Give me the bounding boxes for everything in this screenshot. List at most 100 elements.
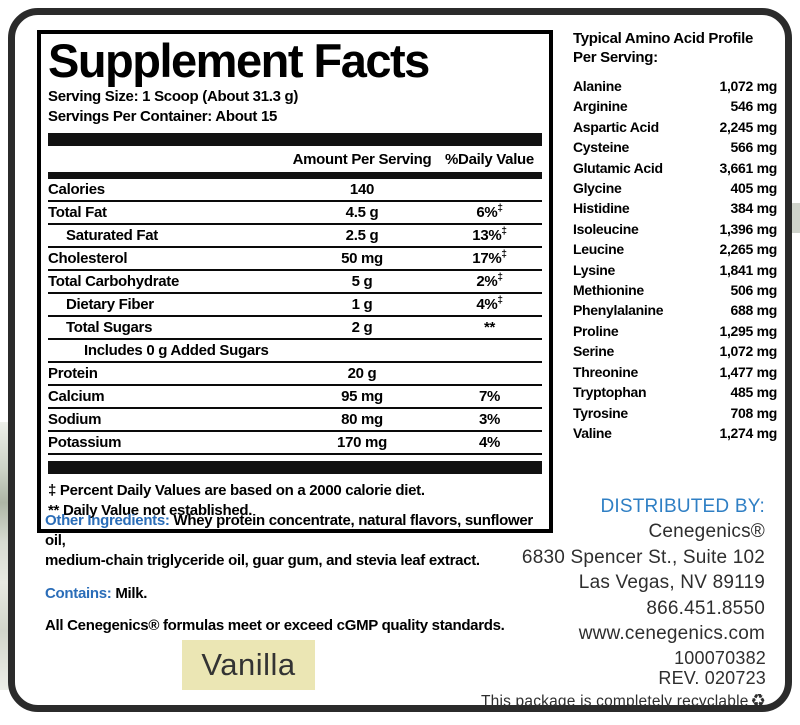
amino-value: 1,295 mg (719, 322, 777, 339)
amino-value: 506 mg (730, 282, 778, 299)
label-panel: Supplement Facts Serving Size: 1 Scoop (… (8, 8, 792, 712)
amino-acid-list: Alanine 1,072 mg Arginine 546 mg Asparti… (573, 76, 777, 443)
distributor-section: DISTRIBUTED BY: Cenegenics® 6830 Spencer… (522, 495, 765, 647)
divider-bar-header (48, 172, 542, 180)
daily-value-dagger: ‡ (501, 249, 507, 261)
distributor-phone: 866.451.8550 (646, 597, 765, 619)
table-row: Sodium 80 mg 3% (48, 409, 542, 433)
daily-value-text: 2% (476, 273, 498, 291)
amino-row: Glutamic Acid 3,661 mg (573, 158, 777, 178)
nutrient-amount: 50 mg (341, 250, 383, 268)
amino-name: Threonine (573, 363, 638, 380)
amino-name: Glutamic Acid (573, 159, 663, 176)
amino-row: Serine 1,072 mg (573, 341, 777, 361)
recyclable-statement: This package is completely recyclable ♻ (481, 691, 766, 712)
table-row: Saturated Fat 2.5 g 13%‡ (48, 225, 542, 249)
amino-value: 3,661 mg (719, 159, 777, 176)
daily-value-text: 13% (472, 227, 502, 245)
amino-acid-title: Typical Amino Acid Profile Per Serving: (573, 29, 777, 67)
nutrient-amount: 80 mg (341, 411, 383, 429)
amino-value: 1,841 mg (719, 261, 777, 278)
nutrient-amount: 4.5 g (345, 204, 379, 222)
daily-value-text: ** (483, 319, 496, 337)
amino-value: 546 mg (730, 98, 778, 115)
table-row: Cholesterol 50 mg 17%‡ (48, 248, 542, 272)
nutrient-name: Total Sugars (66, 319, 153, 337)
footer-codes: 100070382 REV. 020723 This package is co… (481, 648, 766, 712)
nutrient-daily-value: 2%‡ (437, 273, 542, 291)
amino-row: Histidine 384 mg (573, 198, 777, 218)
daily-value-dagger: ‡ (497, 203, 503, 215)
background-texture-right (791, 203, 800, 233)
table-header-row: Amount Per Serving %Daily Value (48, 146, 542, 172)
nutrient-name: Cholesterol (48, 250, 128, 268)
amino-row: Isoleucine 1,396 mg (573, 219, 777, 239)
serving-size: Serving Size: 1 Scoop (About 31.3 g) (48, 88, 299, 106)
amino-title-line1: Typical Amino Acid Profile (573, 30, 754, 47)
distributor-city: Las Vegas, NV 89119 (578, 572, 765, 593)
servings-per-container: Servings Per Container: About 15 (48, 108, 278, 126)
amino-name: Serine (573, 343, 614, 360)
daily-value-text: 6% (476, 204, 498, 222)
daily-value-text: 7% (478, 388, 501, 406)
contains-statement: Contains: Milk. (45, 584, 535, 604)
nutrient-amount: 2 g (351, 319, 373, 337)
column-header-daily-value: %Daily Value (445, 150, 534, 168)
contains-value: Milk. (111, 585, 148, 602)
nutrient-amount: 20 g (347, 365, 377, 383)
ingredients-section: Other Ingredients: Whey protein concentr… (45, 511, 535, 636)
footnote-not-established: ** Daily Value not established. (48, 502, 253, 520)
amino-row: Leucine 2,265 mg (573, 239, 777, 259)
amino-name: Tyrosine (573, 404, 628, 421)
part-number: 100070382 (674, 648, 766, 668)
flavor-swatch: Vanilla (182, 640, 315, 690)
amino-name: Phenylalanine (573, 302, 664, 319)
table-row: Includes 0 g Added Sugars (48, 340, 542, 364)
recyclable-text: This package is completely recyclable (480, 693, 749, 710)
nutrient-daily-value: 13%‡ (437, 227, 542, 245)
amino-name: Arginine (573, 98, 628, 115)
nutrition-table: Calories 140 Total Fat 4.5 g 6%‡ Saturat… (48, 179, 542, 456)
amino-value: 708 mg (730, 404, 778, 421)
amino-name: Glycine (573, 180, 622, 197)
daily-value-text: 4% (478, 434, 501, 452)
supplement-facts-title: Supplement Facts (48, 34, 430, 87)
amino-acid-panel: Typical Amino Acid Profile Per Serving: … (573, 29, 777, 443)
table-row: Total Fat 4.5 g 6%‡ (48, 202, 542, 226)
nutrient-name: Total Fat (48, 204, 107, 222)
amino-title-line2: Per Serving: (573, 49, 658, 66)
contains-label: Contains: (45, 585, 112, 602)
amino-name: Alanine (573, 78, 622, 94)
nutrient-name: Saturated Fat (66, 227, 158, 245)
amino-name: Histidine (573, 200, 630, 217)
nutrient-daily-value: 3% (437, 411, 542, 428)
table-row: Dietary Fiber 1 g 4%‡ (48, 294, 542, 318)
table-row: Total Carbohydrate 5 g 2%‡ (48, 271, 542, 295)
distributor-name: Cenegenics® (648, 521, 765, 542)
nutrient-daily-value: 4%‡ (437, 296, 542, 314)
nutrient-name: Calories (48, 181, 105, 199)
distributor-street: 6830 Spencer St., Suite 102 (521, 546, 765, 568)
supplement-facts-box: Supplement Facts Serving Size: 1 Scoop (… (37, 30, 553, 534)
nutrient-name: Total Carbohydrate (48, 273, 180, 291)
flavor-name: Vanilla (201, 647, 296, 682)
nutrient-name: Calcium (48, 388, 105, 406)
amino-value: 1,072 mg (719, 78, 777, 94)
amino-row: Tyrosine 708 mg (573, 403, 777, 423)
amino-value: 1,396 mg (719, 220, 777, 237)
amino-name: Aspartic Acid (573, 118, 659, 135)
amino-value: 2,265 mg (719, 241, 777, 258)
other-ingredients-label: Other Ingredients: (45, 512, 170, 529)
amino-name: Lysine (573, 261, 616, 278)
nutrient-daily-value: 4% (437, 434, 542, 451)
recycle-icon: ♻ (750, 691, 766, 710)
amino-row: Alanine 1,072 mg (573, 76, 777, 96)
cgmp-statement: All Cenegenics® formulas meet or exceed … (45, 617, 505, 634)
divider-bar-top (48, 133, 542, 147)
other-ingredients-line2: medium-chain triglyceride oil, guar gum,… (45, 552, 480, 569)
footnotes: ‡ Percent Daily Values are based on a 20… (48, 481, 542, 521)
table-row: Total Sugars 2 g ** (48, 317, 542, 341)
daily-value-text: 17% (472, 250, 502, 268)
divider-bar-bottom (48, 461, 542, 475)
table-row: Calories 140 (48, 179, 542, 203)
